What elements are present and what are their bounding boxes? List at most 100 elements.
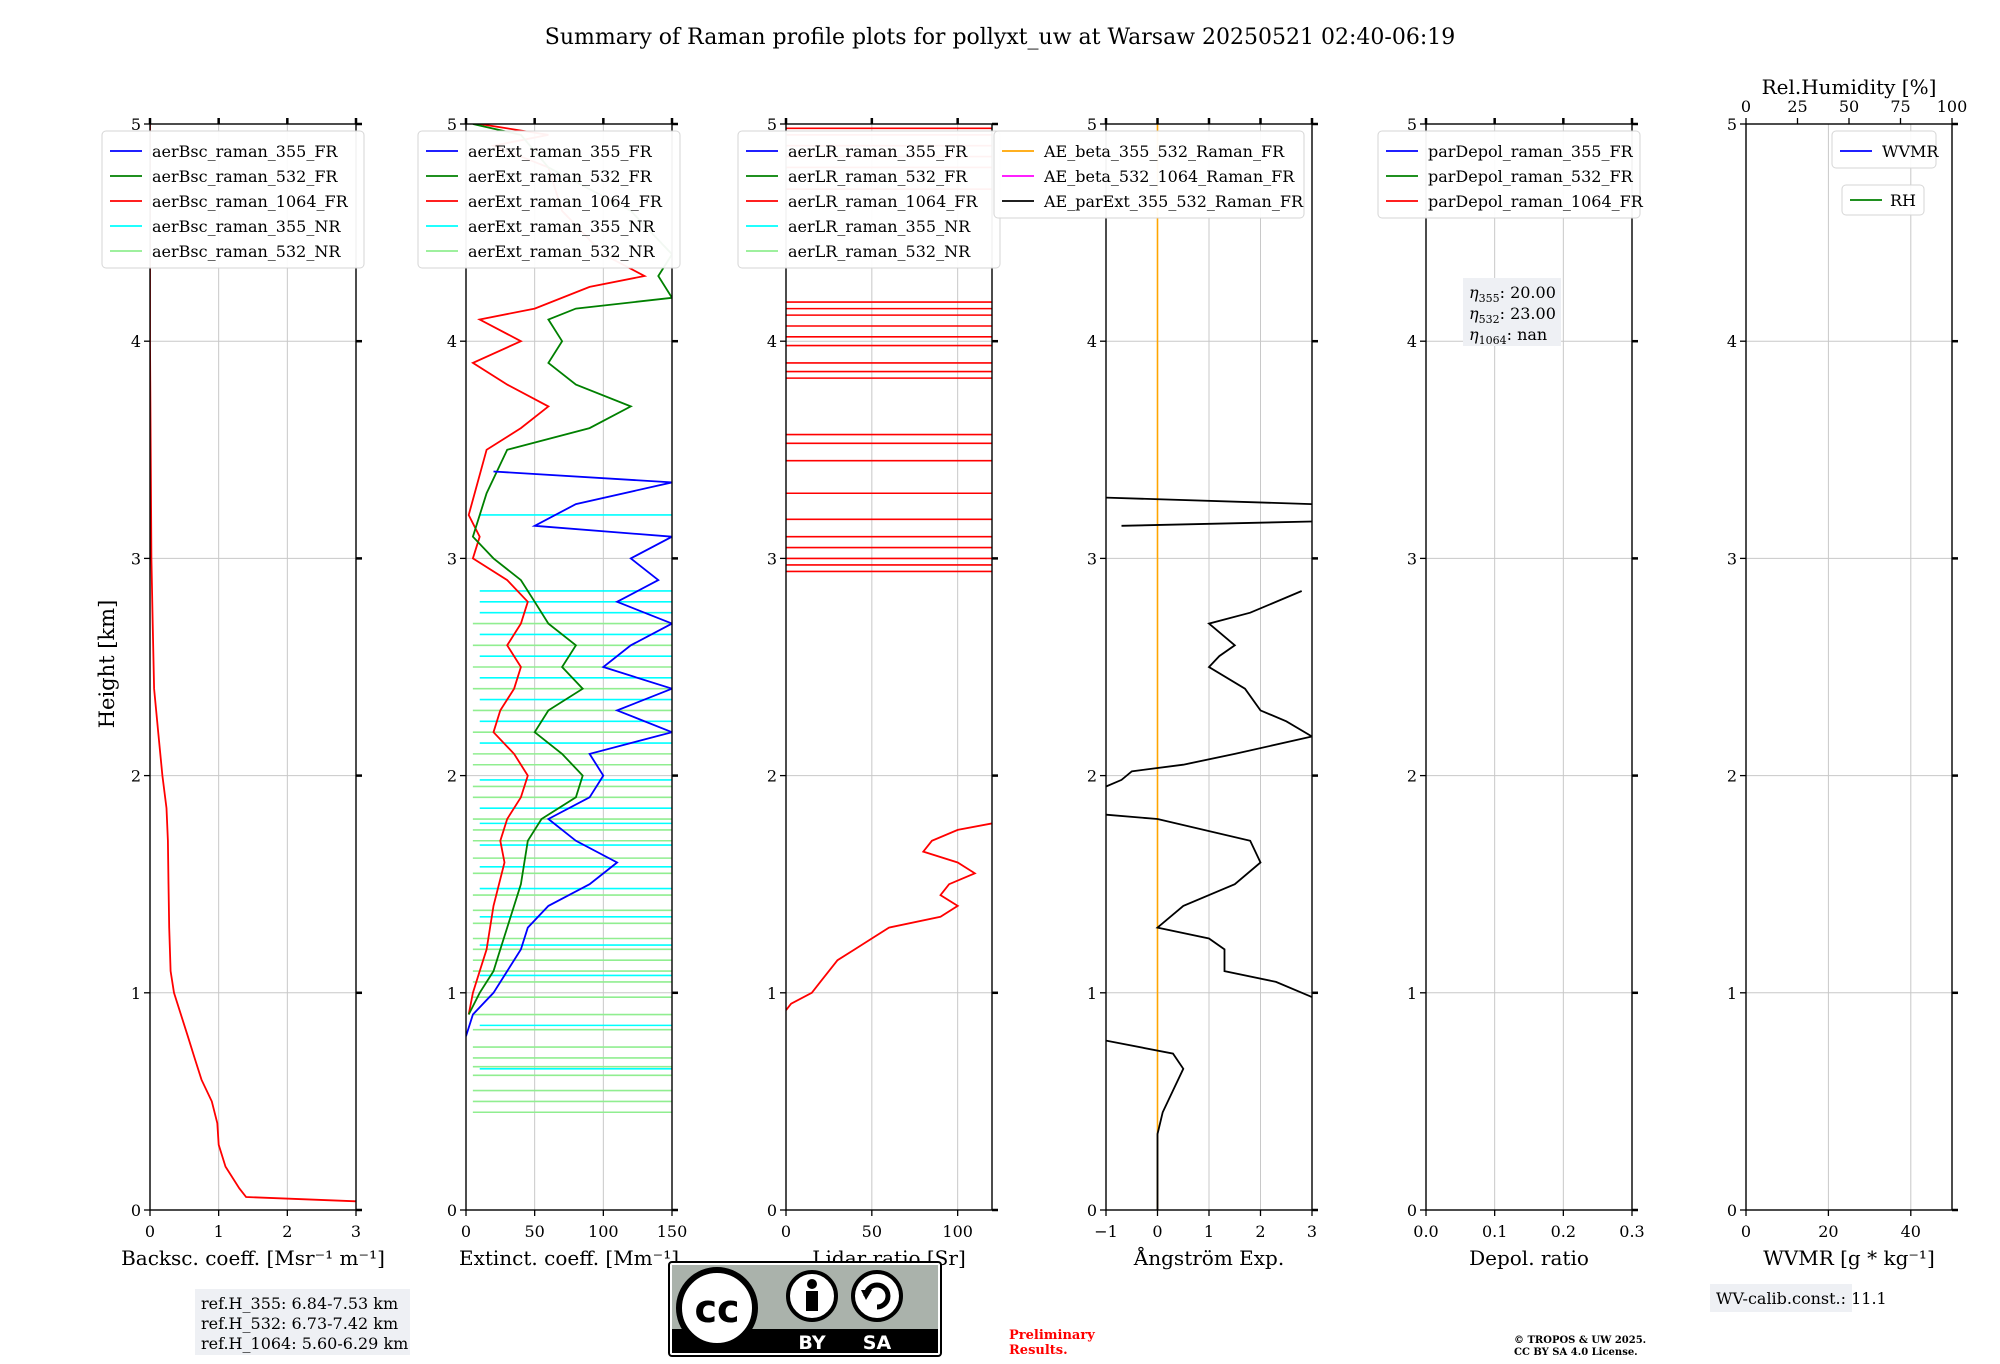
y-tick-label: 0	[447, 1201, 457, 1220]
x-tick-label: 0.3	[1619, 1222, 1644, 1241]
y-axis-label: Height [km]	[95, 600, 119, 729]
y-tick-label: 2	[1087, 767, 1097, 786]
legend-label: AE_beta_532_1064_Raman_FR	[1043, 167, 1295, 186]
eta-value: : 20.00	[1500, 283, 1556, 302]
legend-label: aerExt_raman_355_NR	[468, 217, 656, 236]
legend-label: parDepol_raman_532_FR	[1428, 167, 1634, 186]
legend: AE_beta_355_532_Raman_FR AE_beta_532_1064…	[993, 130, 1305, 219]
copyright-line-2: CC BY SA 4.0 License.	[1514, 1347, 1638, 1358]
share-alike-icon	[851, 1270, 903, 1322]
y-tick-label: 2	[1407, 767, 1417, 786]
plot-area	[466, 124, 672, 1114]
x-tick-label: 50	[524, 1222, 544, 1241]
eta-subscript: 355	[1479, 292, 1500, 305]
y-tick-label: 3	[131, 549, 141, 568]
legend-label: aerExt_raman_532_FR	[468, 167, 653, 186]
y-tick-label: 4	[1087, 332, 1097, 351]
y-tick-label: 5	[767, 115, 777, 134]
legend-label: aerBsc_raman_1064_FR	[152, 192, 349, 211]
eta-value: : nan	[1507, 325, 1548, 344]
legend-label: aerLR_raman_355_NR	[788, 217, 971, 236]
y-tick-label: 5	[1407, 115, 1417, 134]
legend-label: aerBsc_raman_532_FR	[152, 167, 338, 186]
preliminary-line-1: Preliminary	[1009, 1328, 1095, 1343]
legend-rh: RH	[1841, 184, 1925, 216]
x-axis-label: Backsc. coeff. [Msr⁻¹ m⁻¹]	[121, 1246, 385, 1270]
eta-line: η355: 20.00	[1469, 283, 1556, 305]
eta-line: η1064: nan	[1469, 325, 1547, 347]
y-tick-label: 1	[447, 984, 457, 1003]
series-line-3	[1106, 590, 1312, 788]
legend-label: aerBsc_raman_355_NR	[152, 217, 341, 236]
legend-box	[417, 130, 681, 269]
legend: aerBsc_raman_355_FR aerBsc_raman_532_FRae…	[101, 130, 365, 269]
cc-icon	[676, 1267, 758, 1349]
legend-label: aerLR_raman_532_NR	[788, 242, 971, 261]
x-tick-label: 100	[588, 1222, 619, 1241]
ref-height-line: ref.H_355: 6.84-7.53 km	[201, 1294, 398, 1313]
legend-label: aerLR_raman_1064_FR	[788, 192, 978, 211]
top-x-tick-label: 25	[1787, 97, 1807, 116]
eta-box-bg	[1463, 278, 1561, 346]
y-tick-label: 1	[767, 984, 777, 1003]
plot-area	[150, 124, 356, 1203]
legend: aerExt_raman_355_FR aerExt_raman_532_FRae…	[417, 130, 681, 269]
y-tick-label: 5	[447, 115, 457, 134]
y-tick-label: 1	[1407, 984, 1417, 1003]
y-tick-label: 4	[1727, 332, 1737, 351]
panel-5: 0 1 2 3 4 5 0.0 0.1 0.2 0.3 Depol. ratio parDepol_r…	[1377, 115, 1645, 1270]
legend-label: aerLR_raman_532_FR	[788, 167, 968, 186]
x-tick-label: 150	[657, 1222, 688, 1241]
series-line-2	[467, 124, 672, 1015]
x-tick-label: 0.1	[1482, 1222, 1507, 1241]
y-tick-label: 3	[1087, 549, 1097, 568]
series-line-1	[467, 124, 648, 1015]
preliminary-line-2: Results.	[1009, 1343, 1068, 1358]
top-x-tick-label: 0	[1741, 97, 1751, 116]
eta-symbol: η	[1469, 325, 1479, 344]
eta-value: : 23.00	[1500, 304, 1556, 323]
axes-frame	[785, 123, 993, 1211]
series-line-2	[1106, 813, 1312, 998]
legend-label: AE_parExt_355_532_Raman_FR	[1043, 192, 1304, 211]
y-tick-label: 2	[447, 767, 457, 786]
axes-frame	[1745, 123, 1953, 1211]
eta-symbol: η	[1469, 283, 1479, 302]
series-line-5	[1121, 520, 1312, 527]
y-tick-label: 3	[1727, 549, 1737, 568]
series-line-1	[786, 822, 992, 1011]
x-tick-label: 0.2	[1551, 1222, 1576, 1241]
x-tick-label: 2	[282, 1222, 292, 1241]
legend-label: aerLR_raman_355_FR	[788, 142, 968, 161]
y-tick-label: 1	[131, 984, 141, 1003]
x-tick-label: 1	[214, 1222, 224, 1241]
y-tick-label: 0	[1727, 1201, 1737, 1220]
legend: aerLR_raman_355_FR aerLR_raman_532_FR aerL…	[737, 130, 1001, 269]
legend-box	[1831, 130, 1937, 169]
series-line-1	[1106, 1039, 1185, 1210]
top-x-tick-label: 100	[1937, 97, 1968, 116]
y-tick-label: 0	[1087, 1201, 1097, 1220]
y-tick-label: 4	[131, 332, 141, 351]
eta-subscript: 1064	[1479, 334, 1507, 347]
x-tick-label: 0.0	[1413, 1222, 1438, 1241]
y-tick-label: 0	[131, 1201, 141, 1220]
y-tick-label: 5	[1727, 115, 1737, 134]
x-tick-label: 0	[145, 1222, 155, 1241]
legend-box	[101, 130, 365, 269]
legend-label: parDepol_raman_355_FR	[1428, 142, 1634, 161]
x-tick-label: 0	[1741, 1222, 1751, 1241]
copyright-line-1: © TROPOS & UW 2025.	[1514, 1335, 1646, 1346]
ref-height-line: ref.H_1064: 5.60-6.29 km	[201, 1334, 408, 1353]
top-axis-label: Rel.Humidity [%]	[1762, 75, 1937, 99]
x-tick-label: 2	[1255, 1222, 1265, 1241]
y-tick-label: 3	[447, 549, 457, 568]
x-tick-label: 1	[1204, 1222, 1214, 1241]
top-x-tick-label: 50	[1839, 97, 1859, 116]
legend-box	[1377, 130, 1641, 219]
y-tick-label: 4	[447, 332, 457, 351]
